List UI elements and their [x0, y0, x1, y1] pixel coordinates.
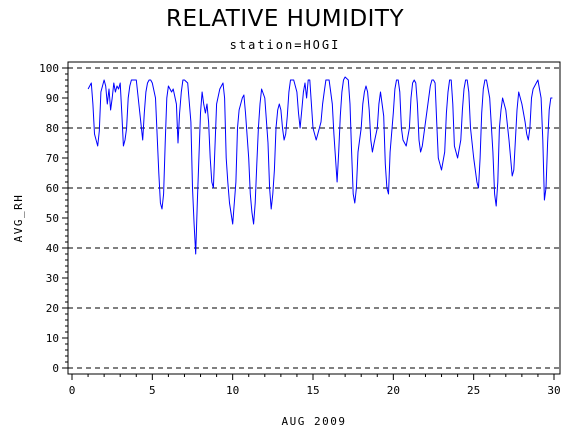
reference-lines — [68, 67, 560, 369]
x-tick-label: 10 — [226, 384, 239, 397]
y-tick-label: 50 — [46, 212, 59, 225]
y-tick-label: 80 — [46, 122, 59, 135]
y-axis: 0 10 20 30 40 50 60 70 80 90 100 — [39, 62, 68, 375]
y-tick-label: 40 — [46, 242, 59, 255]
x-tick-label: 0 — [69, 384, 76, 397]
x-tick-label: 20 — [387, 384, 400, 397]
y-tick-label: 20 — [46, 302, 59, 315]
x-tick-label: 30 — [547, 384, 560, 397]
y-tick-label: 0 — [52, 362, 59, 375]
series-group — [87, 76, 553, 255]
y-axis-label: AVG_RH — [12, 194, 25, 243]
chart-title: RELATIVE HUMIDITY — [165, 6, 405, 32]
plot-frame — [67, 61, 561, 375]
x-tick-label: 25 — [467, 384, 480, 397]
x-axis: 0 5 10 15 20 25 30 — [69, 374, 561, 397]
x-tick-label: 5 — [149, 384, 156, 397]
y-tick-label: 30 — [46, 272, 59, 285]
series-line — [87, 76, 553, 255]
y-tick-label: 90 — [46, 92, 59, 105]
chart-subtitle: station=HOGI — [229, 38, 341, 52]
y-tick-label: 70 — [46, 152, 59, 165]
y-tick-label: 60 — [46, 182, 59, 195]
x-tick-label: 15 — [306, 384, 319, 397]
y-tick-label: 10 — [46, 332, 59, 345]
x-axis-label: AUG 2009 — [282, 415, 347, 428]
y-tick-label: 100 — [39, 62, 59, 75]
